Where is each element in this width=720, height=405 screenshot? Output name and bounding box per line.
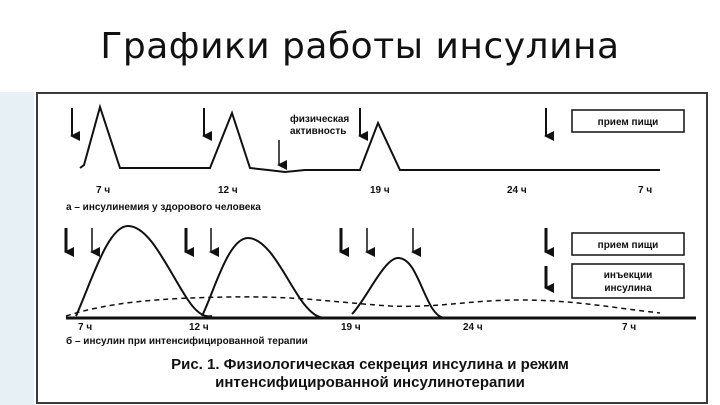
time-label: 24 ч (507, 185, 527, 196)
bolus-insulin-curve (201, 236, 327, 319)
time-label: 7 ч (638, 185, 652, 196)
slide-title: Графики работы инсулина (100, 26, 620, 67)
time-label: 24 ч (463, 322, 483, 333)
time-label: 7 ч (96, 185, 110, 196)
time-label: 7 ч (78, 322, 92, 333)
basal-insulin-curve (65, 296, 661, 317)
time-label: 19 ч (341, 322, 361, 333)
panel-caption: а – инсулинемия у здорового человека (66, 202, 261, 213)
exercise-label: физическая (290, 113, 349, 125)
bolus-insulin-curve (75, 224, 213, 318)
left-accent-strip (0, 92, 34, 405)
time-label: 12 ч (218, 185, 238, 196)
healthy-insulin-curve (79, 103, 660, 174)
figure-caption: Рис. 1. Физиологическая секреция инсулин… (171, 356, 569, 373)
legend-injection-box (571, 263, 685, 299)
legend-injection-label: инъекции (604, 270, 653, 281)
bolus-insulin-curve (351, 256, 447, 319)
bottom-panel: прием пищи инъекции инсулина 7 ч 12 ч 19… (64, 224, 696, 347)
legend-food-box (571, 232, 685, 256)
legend-injection-label: инсулина (604, 283, 652, 294)
legend-food-box (571, 109, 685, 133)
legend-food-label: прием пищи (598, 117, 659, 128)
time-label: 12 ч (189, 322, 209, 333)
panel-caption: б – инсулин при интенсифицированной тера… (66, 335, 308, 347)
exercise-label: активность (290, 126, 346, 137)
time-label: 19 ч (370, 185, 390, 196)
figure-caption: интенсифицированной инсулинотерапии (215, 374, 525, 391)
top-panel: физическая активность прием пищи 7 ч 12 … (66, 103, 685, 213)
legend-food-label: прием пищи (598, 240, 659, 251)
time-label: 7 ч (622, 322, 636, 333)
